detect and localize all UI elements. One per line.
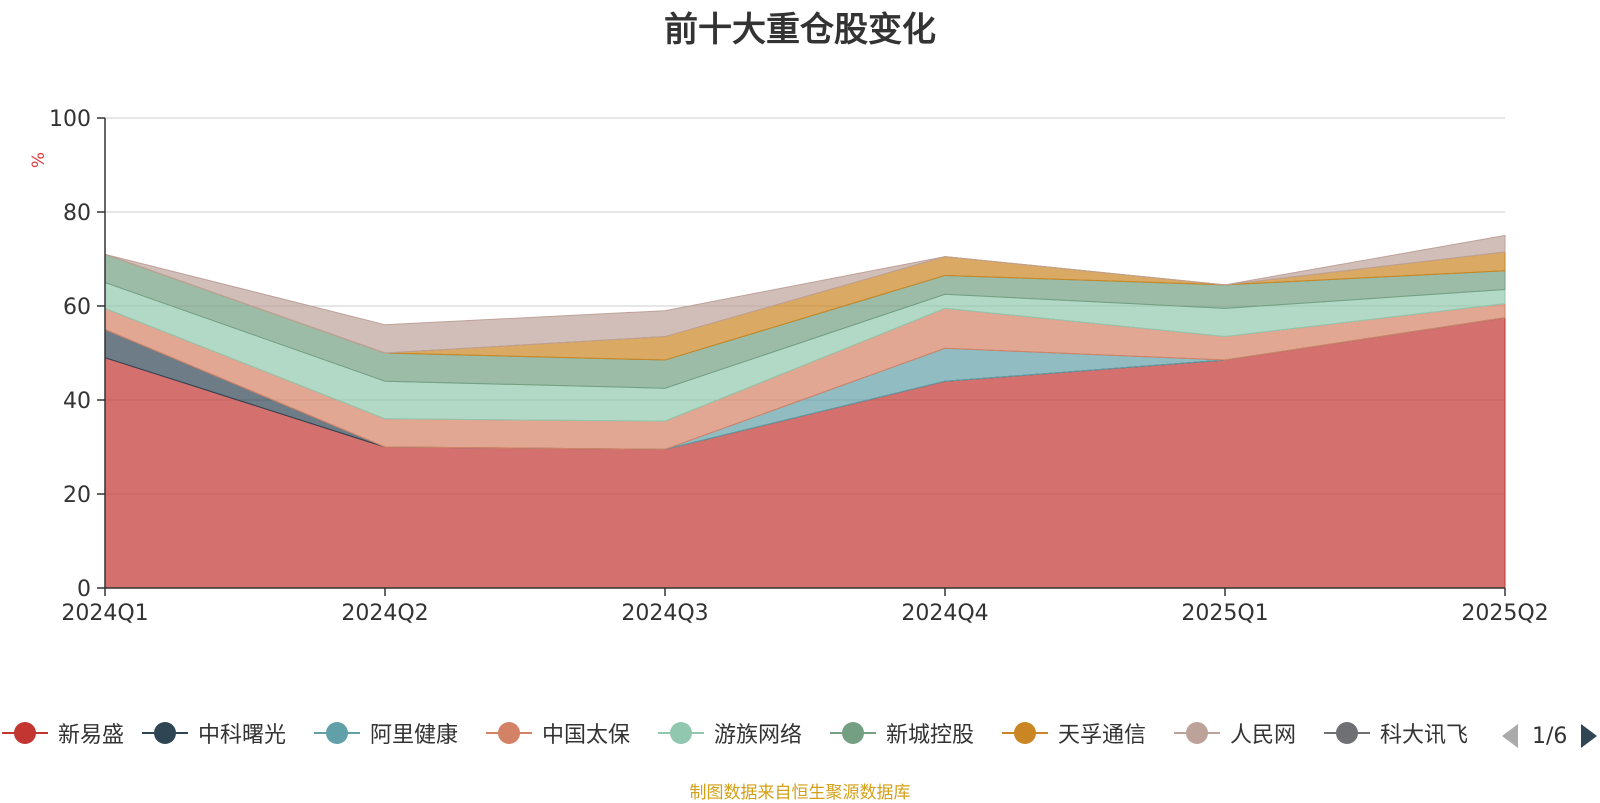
legend-label: 阿里健康 (370, 723, 459, 748)
legend-item[interactable]: 中国太保 (484, 715, 630, 751)
legend-label: 新易盛 (58, 723, 125, 748)
legend-marker-icon (1174, 722, 1220, 744)
legend-item[interactable]: 新易盛 (0, 715, 124, 751)
legend-marker-icon (142, 722, 188, 744)
area-band-人民网[interactable] (104, 234, 1506, 354)
legend-item[interactable]: 科大讯飞 (1322, 715, 1468, 751)
legend-item[interactable]: 天孚通信 (1000, 715, 1146, 751)
legend-prev-icon[interactable] (1500, 722, 1520, 750)
legend-marker-icon (830, 722, 876, 744)
legend: 新易盛 中科曙光 阿里健康 中国太保 游族网络 新城控股 天孚通信 人民网 科大讯飞 (0, 715, 1470, 755)
legend-label: 中国太保 (542, 723, 631, 748)
legend-marker-icon (1324, 722, 1370, 744)
x-tick-label: 2024Q2 (341, 601, 428, 626)
legend-next-icon[interactable] (1579, 722, 1599, 750)
y-tick-label: 40 (63, 389, 91, 414)
legend-label: 人民网 (1230, 723, 1297, 748)
legend-label: 科大讯飞 (1380, 723, 1469, 748)
legend-marker-icon (486, 722, 532, 744)
axes: 0 20 40 60 80 100 2024Q1 2024Q2 2024Q3 2024Q4 2025… (49, 107, 1549, 626)
legend-item[interactable]: 人民网 (1172, 715, 1296, 751)
source-note: 制图数据来自恒生聚源数据库 (689, 783, 911, 803)
x-tick-label: 2025Q1 (1181, 601, 1268, 626)
legend-item[interactable]: 中科曙光 (140, 715, 286, 751)
y-tick-label: 80 (63, 201, 91, 226)
x-tick-label: 2024Q4 (901, 601, 988, 626)
chart-title: 前十大重仓股变化 (664, 10, 936, 50)
legend-label: 中科曙光 (198, 723, 287, 748)
y-axis-unit-label: % (29, 152, 49, 168)
legend-marker-icon (658, 722, 704, 744)
y-tick-label: 20 (63, 483, 91, 508)
y-tick-label: 100 (49, 107, 91, 132)
data-bands (104, 234, 1506, 589)
legend-item[interactable]: 新城控股 (828, 715, 974, 751)
legend-marker-icon (1002, 722, 1048, 744)
legend-item[interactable]: 阿里健康 (312, 715, 458, 751)
y-tick-label: 0 (77, 577, 91, 602)
legend-label: 游族网络 (714, 723, 803, 748)
legend-item[interactable]: 游族网络 (656, 715, 802, 751)
legend-page-indicator: 1/6 (1532, 723, 1568, 749)
x-tick-label: 2024Q1 (61, 601, 148, 626)
legend-label: 新城控股 (886, 723, 975, 748)
x-tick-label: 2024Q3 (621, 601, 708, 626)
legend-label: 天孚通信 (1058, 723, 1147, 748)
legend-marker-icon (2, 722, 48, 744)
legend-pager: 1/6 (1500, 718, 1599, 754)
legend-marker-icon (314, 722, 360, 744)
x-tick-label: 2025Q2 (1461, 601, 1548, 626)
y-tick-label: 60 (63, 295, 91, 320)
